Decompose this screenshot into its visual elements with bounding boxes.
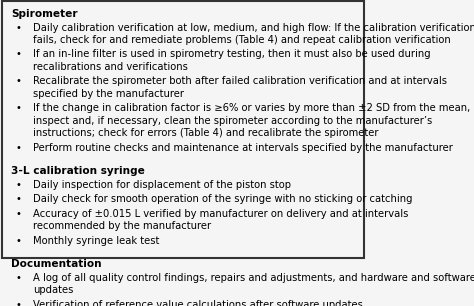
FancyBboxPatch shape: [2, 1, 364, 258]
Text: •: •: [15, 300, 21, 306]
Text: If the change in calibration factor is ≥6% or varies by more than ±2 SD from the: If the change in calibration factor is ≥…: [33, 103, 470, 113]
Text: 3-L calibration syringe: 3-L calibration syringe: [11, 166, 145, 176]
Text: •: •: [15, 236, 21, 246]
Text: •: •: [15, 180, 21, 190]
Text: fails, check for and remediate problems (Table 4) and repeat calibration verific: fails, check for and remediate problems …: [33, 35, 451, 45]
Text: Perform routine checks and maintenance at intervals specified by the manufacture: Perform routine checks and maintenance a…: [33, 143, 453, 153]
Text: Monthly syringe leak test: Monthly syringe leak test: [33, 236, 159, 246]
Text: Verification of reference value calculations after software updates: Verification of reference value calculat…: [33, 300, 363, 306]
Text: •: •: [15, 209, 21, 219]
Text: •: •: [15, 194, 21, 204]
Text: recommended by the manufacturer: recommended by the manufacturer: [33, 221, 211, 231]
Text: specified by the manufacturer: specified by the manufacturer: [33, 89, 184, 99]
Text: Spirometer: Spirometer: [11, 9, 78, 19]
Text: instructions; check for errors (Table 4) and recalibrate the spirometer: instructions; check for errors (Table 4)…: [33, 128, 378, 138]
Text: Recalibrate the spirometer both after failed calibration verification and at int: Recalibrate the spirometer both after fa…: [33, 76, 447, 86]
Text: Documentation: Documentation: [11, 259, 101, 269]
Text: Daily check for smooth operation of the syringe with no sticking or catching: Daily check for smooth operation of the …: [33, 194, 412, 204]
Text: Daily inspection for displacement of the piston stop: Daily inspection for displacement of the…: [33, 180, 291, 190]
Text: Daily calibration verification at low, medium, and high flow: If the calibration: Daily calibration verification at low, m…: [33, 23, 474, 32]
Text: recalibrations and verifications: recalibrations and verifications: [33, 62, 188, 72]
Text: Accuracy of ±0.015 L verified by manufacturer on delivery and at intervals: Accuracy of ±0.015 L verified by manufac…: [33, 209, 408, 219]
Text: •: •: [15, 50, 21, 59]
Text: •: •: [15, 143, 21, 153]
Text: •: •: [15, 103, 21, 113]
Text: •: •: [15, 273, 21, 283]
Text: If an in-line filter is used in spirometry testing, then it must also be used du: If an in-line filter is used in spiromet…: [33, 50, 430, 59]
Text: •: •: [15, 23, 21, 32]
Text: A log of all quality control findings, repairs and adjustments, and hardware and: A log of all quality control findings, r…: [33, 273, 474, 283]
Text: •: •: [15, 76, 21, 86]
Text: updates: updates: [33, 285, 73, 295]
Text: inspect and, if necessary, clean the spirometer according to the manufacturer’s: inspect and, if necessary, clean the spi…: [33, 116, 432, 126]
